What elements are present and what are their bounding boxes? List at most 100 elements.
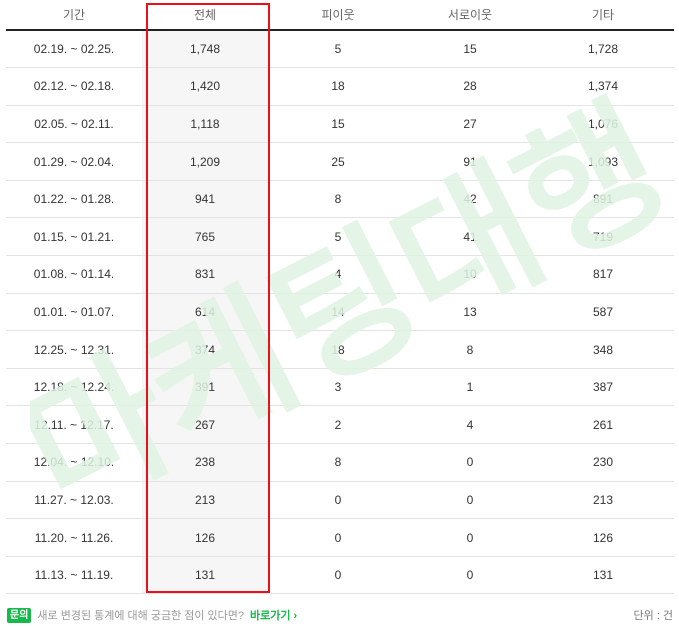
cell-period: 11.27. ~ 12.03.: [6, 481, 142, 520]
cell-period: 01.01. ~ 01.07.: [6, 293, 142, 332]
header-other: 기타: [532, 0, 674, 31]
header-period: 기간: [6, 0, 142, 31]
chevron-right-icon: ›: [293, 610, 298, 622]
table-row: 01.15. ~ 01.21. 765 5 41 719: [6, 217, 674, 257]
cell-mutual-neighbor: 1: [408, 368, 532, 407]
cell-period: 01.08. ~ 01.14.: [6, 255, 142, 294]
table-row: 02.19. ~ 02.25. 1,748 5 15 1,728: [6, 30, 674, 69]
table-row: 11.13. ~ 11.19. 131 0 0 131: [6, 556, 674, 595]
cell-total: 1,209: [142, 142, 268, 181]
cell-other: 261: [532, 405, 674, 445]
cell-neighbor: 8: [268, 443, 408, 482]
cell-total: 614: [142, 293, 268, 332]
table-row: 12.04. ~ 12.10. 238 8 0 230: [6, 443, 674, 482]
cell-other: 891: [532, 180, 674, 219]
table-row: 12.11. ~ 12.17. 267 2 4 261: [6, 405, 674, 445]
cell-total: 941: [142, 180, 268, 219]
unit-label: 단위 : 건: [633, 610, 673, 622]
cell-neighbor: 14: [268, 293, 408, 332]
cell-mutual-neighbor: 27: [408, 105, 532, 144]
cell-neighbor: 25: [268, 142, 408, 181]
cell-neighbor: 0: [268, 481, 408, 520]
header-total: 전체: [142, 0, 268, 31]
cell-mutual-neighbor: 0: [408, 443, 532, 482]
cell-neighbor: 4: [268, 255, 408, 294]
cell-period: 11.13. ~ 11.19.: [6, 556, 142, 595]
cell-total: 391: [142, 368, 268, 407]
cell-total: 126: [142, 518, 268, 557]
cell-total: 765: [142, 217, 268, 257]
cell-period: 02.05. ~ 02.11.: [6, 105, 142, 144]
cell-period: 01.29. ~ 02.04.: [6, 142, 142, 181]
cell-period: 12.18. ~ 12.24.: [6, 368, 142, 407]
cell-mutual-neighbor: 42: [408, 180, 532, 219]
table-row: 01.01. ~ 01.07. 614 14 13 587: [6, 293, 674, 332]
cell-neighbor: 18: [268, 330, 408, 369]
cell-period: 02.19. ~ 02.25.: [6, 30, 142, 69]
table-row: 11.27. ~ 12.03. 213 0 0 213: [6, 481, 674, 520]
cell-neighbor: 0: [268, 518, 408, 557]
cell-neighbor: 3: [268, 368, 408, 407]
table-header-row: 기간 전체 피이웃 서로이웃 기타: [6, 0, 674, 31]
cell-mutual-neighbor: 10: [408, 255, 532, 294]
footer-inquiry: 문의 새로 변경된 통계에 대해 궁금한 점이 있다면? 바로가기 ›: [7, 607, 297, 623]
table-row: 02.12. ~ 02.18. 1,420 18 28 1,374: [6, 67, 674, 106]
cell-neighbor: 2: [268, 405, 408, 445]
cell-mutual-neighbor: 0: [408, 518, 532, 557]
cell-mutual-neighbor: 91: [408, 142, 532, 181]
cell-other: 1,374: [532, 67, 674, 106]
header-neighbor: 피이웃: [268, 0, 408, 31]
cell-period: 12.04. ~ 12.10.: [6, 443, 142, 482]
cell-other: 213: [532, 481, 674, 520]
shortcut-link[interactable]: 바로가기 ›: [250, 607, 297, 623]
cell-other: 387: [532, 368, 674, 407]
cell-neighbor: 8: [268, 180, 408, 219]
cell-total: 374: [142, 330, 268, 369]
cell-neighbor: 5: [268, 30, 408, 69]
cell-other: 1,728: [532, 30, 674, 69]
cell-other: 1,076: [532, 105, 674, 144]
cell-period: 02.12. ~ 02.18.: [6, 67, 142, 106]
cell-mutual-neighbor: 15: [408, 30, 532, 69]
shortcut-link-label: 바로가기: [250, 610, 291, 622]
footer: 문의 새로 변경된 통계에 대해 궁금한 점이 있다면? 바로가기 › 단위 : …: [7, 606, 675, 626]
cell-total: 831: [142, 255, 268, 294]
cell-other: 719: [532, 217, 674, 257]
table-row: 02.05. ~ 02.11. 1,118 15 27 1,076: [6, 105, 674, 144]
table-row: 12.25. ~ 12.31. 374 18 8 348: [6, 330, 674, 369]
cell-mutual-neighbor: 41: [408, 217, 532, 257]
cell-period: 01.15. ~ 01.21.: [6, 217, 142, 257]
cell-total: 213: [142, 481, 268, 520]
cell-other: 817: [532, 255, 674, 294]
cell-neighbor: 15: [268, 105, 408, 144]
cell-period: 12.11. ~ 12.17.: [6, 405, 142, 445]
cell-other: 126: [532, 518, 674, 557]
table-row: 01.22. ~ 01.28. 941 8 42 891: [6, 180, 674, 219]
cell-period: 11.20. ~ 11.26.: [6, 518, 142, 557]
table-row: 01.29. ~ 02.04. 1,209 25 91 1,093: [6, 142, 674, 181]
cell-mutual-neighbor: 8: [408, 330, 532, 369]
cell-period: 01.22. ~ 01.28.: [6, 180, 142, 219]
cell-neighbor: 18: [268, 67, 408, 106]
cell-total: 1,748: [142, 30, 268, 69]
cell-other: 1,093: [532, 142, 674, 181]
cell-other: 587: [532, 293, 674, 332]
inquiry-question: 새로 변경된 통계에 대해 궁금한 점이 있다면?: [37, 610, 245, 622]
cell-other: 230: [532, 443, 674, 482]
header-mutual-neighbor: 서로이웃: [408, 0, 532, 31]
stats-table: 기간 전체 피이웃 서로이웃 기타 02.19. ~ 02.25. 1,748 5 1…: [6, 0, 674, 595]
table-body: 02.19. ~ 02.25. 1,748 5 15 1,728 02.12. ~ 02.…: [6, 30, 674, 595]
cell-period: 12.25. ~ 12.31.: [6, 330, 142, 369]
cell-other: 348: [532, 330, 674, 369]
cell-neighbor: 5: [268, 217, 408, 257]
cell-mutual-neighbor: 13: [408, 293, 532, 332]
cell-mutual-neighbor: 0: [408, 556, 532, 595]
table-row: 01.08. ~ 01.14. 831 4 10 817: [6, 255, 674, 294]
table-row: 12.18. ~ 12.24. 391 3 1 387: [6, 368, 674, 407]
cell-mutual-neighbor: 4: [408, 405, 532, 445]
cell-other: 131: [532, 556, 674, 595]
cell-total: 131: [142, 556, 268, 595]
cell-mutual-neighbor: 28: [408, 67, 532, 106]
cell-total: 267: [142, 405, 268, 445]
inquiry-badge: 문의: [7, 607, 32, 623]
